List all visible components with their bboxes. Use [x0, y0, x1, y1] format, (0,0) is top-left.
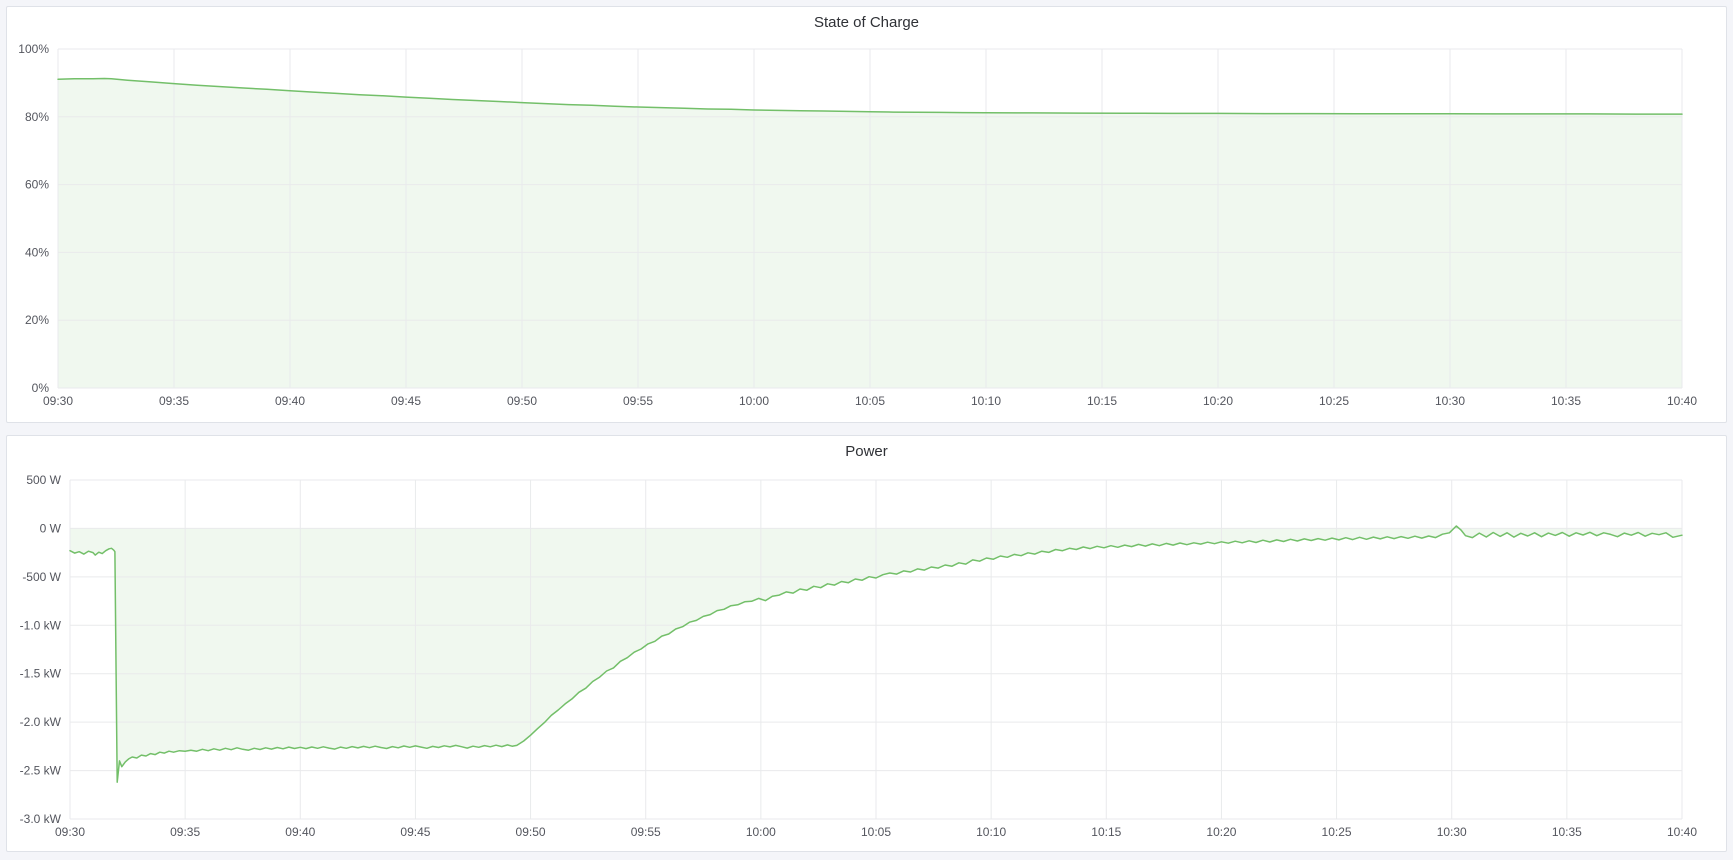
power-chart-area: 500 W 0 W -500 W -1.0 kW -1.5 kW -2.0 kW -2.5 … [7, 466, 1726, 851]
panel-power: Power 500 W 0 W -500 W -1.0 kW -1.5 kW -2.0 k… [6, 435, 1727, 852]
series-area [70, 526, 1682, 783]
series-line [57, 77, 1683, 115]
x-tick-label: 10:15 [1087, 394, 1117, 408]
series-line [69, 525, 1683, 783]
y-tick-label: 40% [25, 245, 49, 259]
x-tick-label: 09:30 [55, 825, 85, 839]
panel-state-of-charge: State of Charge 100% 80% 60% 40% 20% 0% 09:30 0… [6, 6, 1727, 423]
y-tick-label: 0 W [40, 521, 62, 535]
y-tick-label: -2.0 kW [20, 715, 62, 729]
y-tick-label: -2.5 kW [20, 764, 62, 778]
y-tick-label: 20% [25, 313, 49, 327]
x-tick-label: 10:30 [1437, 825, 1467, 839]
x-tick-label: 10:00 [746, 825, 776, 839]
x-tick-label: 10:05 [855, 394, 885, 408]
x-tick-label: 10:20 [1203, 394, 1233, 408]
x-tick-label: 09:55 [631, 825, 661, 839]
x-tick-label: 10:00 [739, 394, 769, 408]
x-tick-label: 10:25 [1319, 394, 1349, 408]
x-tick-label: 10:10 [971, 394, 1001, 408]
x-tick-label: 09:30 [43, 394, 73, 408]
x-tick-label: 09:35 [159, 394, 189, 408]
x-tick-label: 10:35 [1551, 394, 1581, 408]
x-tick-label: 09:50 [507, 394, 537, 408]
x-tick-label: 10:05 [861, 825, 891, 839]
y-tick-label: -3.0 kW [20, 812, 62, 826]
x-tick-label: 10:40 [1667, 825, 1697, 839]
x-tick-label: 09:40 [285, 825, 315, 839]
x-tick-label: 10:20 [1206, 825, 1236, 839]
x-tick-label: 10:40 [1667, 394, 1697, 408]
x-tick-label: 09:35 [170, 825, 200, 839]
x-tick-label: 10:35 [1552, 825, 1582, 839]
state-of-charge-chart-area: 100% 80% 60% 40% 20% 0% 09:30 09:35 09:40 09:45 09… [7, 37, 1726, 422]
x-tick-label: 09:45 [400, 825, 430, 839]
x-tick-label: 10:30 [1435, 394, 1465, 408]
y-tick-label: 500 W [26, 473, 61, 487]
panel-title-power[interactable]: Power [845, 443, 888, 460]
x-tick-label: 10:15 [1091, 825, 1121, 839]
y-tick-label: 60% [25, 178, 49, 192]
x-tick-label: 10:10 [976, 825, 1006, 839]
state-of-charge-chart[interactable]: 100% 80% 60% 40% 20% 0%09:30 09:35 09:40 09:45 09… [7, 37, 1726, 422]
y-tick-label: -500 W [22, 570, 61, 584]
x-tick-label: 09:45 [391, 394, 421, 408]
power-chart[interactable]: 500 W 0 W -500 W -1.0 kW -1.5 kW -2.0 kW -2.5 … [7, 466, 1726, 851]
x-tick-label: 09:55 [623, 394, 653, 408]
y-tick-label: -1.5 kW [20, 667, 62, 681]
x-tick-label: 10:25 [1322, 825, 1352, 839]
y-tick-label: 80% [25, 110, 49, 124]
x-tick-label: 09:40 [275, 394, 305, 408]
y-tick-label: 100% [18, 42, 49, 56]
y-tick-label: -1.0 kW [20, 618, 62, 632]
x-tick-label: 09:50 [516, 825, 546, 839]
y-tick-label: 0% [32, 381, 50, 395]
panel-title-state-of-charge[interactable]: State of Charge [813, 14, 920, 31]
